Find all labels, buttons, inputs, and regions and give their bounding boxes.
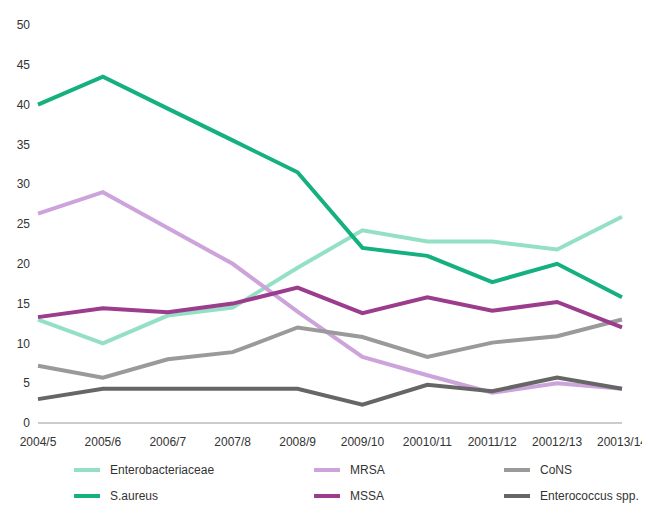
svg-text:2009/10: 2009/10: [341, 435, 385, 449]
svg-text:45: 45: [17, 58, 31, 72]
svg-text:2008/9: 2008/9: [279, 435, 316, 449]
svg-text:20013/14: 20013/14: [597, 435, 642, 449]
svg-text:15: 15: [17, 297, 31, 311]
svg-text:10: 10: [17, 337, 31, 351]
svg-text:2004/5: 2004/5: [20, 435, 57, 449]
html-text:CoNS: CoNS: [540, 463, 572, 477]
html-text:MSSA: MSSA: [350, 489, 384, 503]
svg-text:20010/11: 20010/11: [403, 435, 452, 449]
svg-text:40: 40: [17, 98, 31, 112]
svg-text:20: 20: [17, 257, 31, 271]
html-text:Enterococcus spp.: Enterococcus spp.: [540, 489, 639, 503]
svg-text:35: 35: [17, 138, 31, 152]
svg-text:2005/6: 2005/6: [85, 435, 122, 449]
svg-text:20011/12: 20011/12: [468, 435, 517, 449]
svg-text:30: 30: [17, 177, 31, 191]
html-text:Enterobacteriaceae: Enterobacteriaceae: [110, 463, 215, 477]
html-text:S.aureus: S.aureus: [110, 489, 158, 503]
svg-text:50: 50: [17, 18, 31, 32]
svg-text:20012/13: 20012/13: [532, 435, 582, 449]
html-text:MRSA: MRSA: [350, 463, 385, 477]
svg-text:25: 25: [17, 217, 31, 231]
svg-text:2007/8: 2007/8: [214, 435, 251, 449]
svg-text:0: 0: [23, 416, 30, 430]
svg-text:5: 5: [23, 376, 30, 390]
svg-text:2006/7: 2006/7: [149, 435, 186, 449]
